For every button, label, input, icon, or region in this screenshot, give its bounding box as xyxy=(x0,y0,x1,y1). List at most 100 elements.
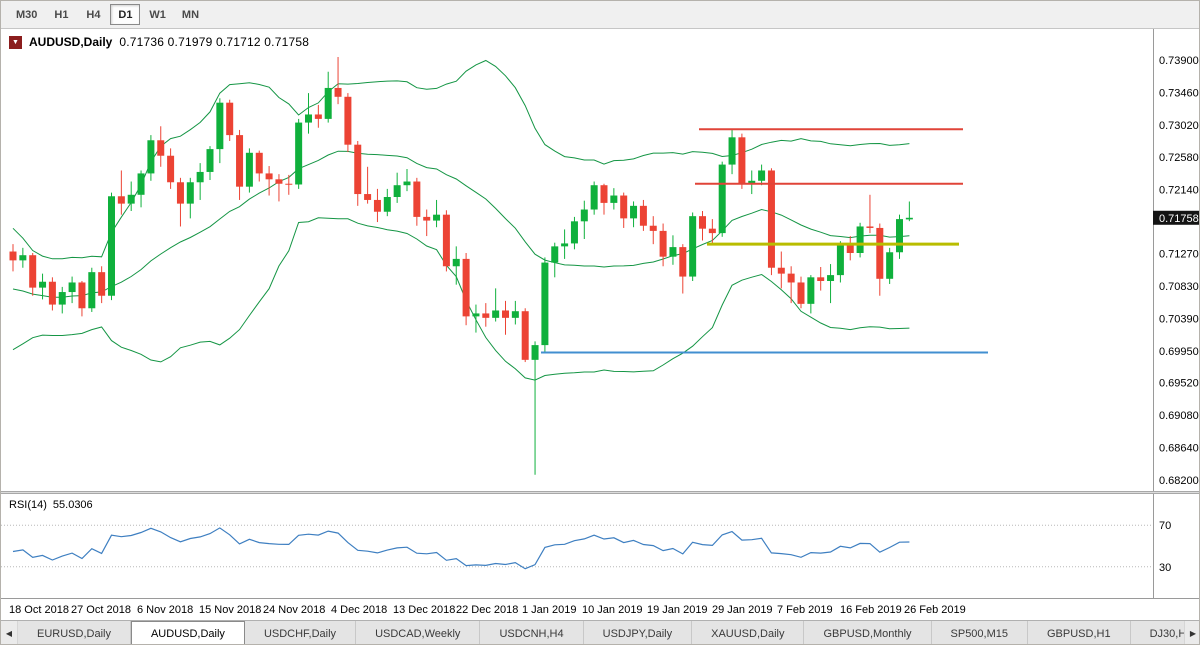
price-tick-label: 0.73460 xyxy=(1159,87,1199,99)
time-axis[interactable]: 18 Oct 2018 27 Oct 2018 6 Nov 2018 15 Nov 2… xyxy=(1,598,1199,620)
candle xyxy=(206,146,214,181)
candle xyxy=(39,273,47,300)
candle xyxy=(98,266,106,304)
candle xyxy=(176,177,184,227)
candle xyxy=(531,341,539,475)
tab-dj30-h4[interactable]: DJ30,H4 xyxy=(1130,621,1199,644)
tab-gbpusd-h1[interactable]: GBPUSD,H1 xyxy=(1028,621,1131,644)
bollinger-middle-band xyxy=(12,150,910,298)
price-tick-label: 0.69080 xyxy=(1159,410,1199,422)
tab-gbpusd-monthly[interactable]: GBPUSD,Monthly xyxy=(804,621,932,644)
candle xyxy=(275,174,283,202)
candle xyxy=(186,177,194,219)
price-tick-label: 0.71270 xyxy=(1159,249,1199,261)
candle xyxy=(147,135,155,181)
chart-dropdown-button[interactable]: ▼ xyxy=(9,35,22,49)
candle xyxy=(255,150,263,182)
candle xyxy=(226,99,234,141)
candle xyxy=(344,93,352,153)
tab-usdcnh-h4[interactable]: USDCNH,H4 xyxy=(480,621,584,644)
timeframe-button-w1[interactable]: W1 xyxy=(142,4,173,25)
date-label: 22 Dec 2018 xyxy=(456,604,519,616)
tab-xauusd-daily[interactable]: XAUUSD,Daily xyxy=(692,621,805,644)
candle xyxy=(846,236,854,261)
rsi-chart-canvas[interactable]: 70 30 xyxy=(1,494,1200,598)
date-label: 16 Feb 2019 xyxy=(840,604,902,616)
candle xyxy=(117,170,125,215)
timeframe-button-h4[interactable]: H4 xyxy=(78,4,108,25)
price-tick-label: 0.69950 xyxy=(1159,346,1199,358)
candle xyxy=(511,300,519,325)
timeframe-button-mn[interactable]: MN xyxy=(175,4,206,25)
candle xyxy=(787,266,795,304)
candle xyxy=(48,277,56,311)
candle xyxy=(19,247,27,268)
price-tick-label: 0.69520 xyxy=(1159,378,1199,390)
date-label: 7 Feb 2019 xyxy=(777,604,833,616)
date-label: 1 Jan 2019 xyxy=(522,604,577,616)
price-chart-canvas[interactable]: 0.73900 0.73460 0.73020 0.72580 0.72140 0.712… xyxy=(1,29,1200,491)
candle xyxy=(482,303,490,327)
candle xyxy=(403,169,411,192)
candle xyxy=(689,212,697,281)
candle xyxy=(679,244,687,294)
date-label: 24 Nov 2018 xyxy=(263,604,326,616)
candle xyxy=(767,168,775,276)
bollinger-lower-band xyxy=(12,217,910,381)
candle xyxy=(669,235,677,265)
candle xyxy=(442,210,450,272)
date-label: 27 Oct 2018 xyxy=(71,604,131,616)
tab-eurusd-daily[interactable]: EURUSD,Daily xyxy=(18,621,131,644)
pane-separator[interactable] xyxy=(1,491,1199,494)
candle xyxy=(639,199,647,231)
date-label: 18 Oct 2018 xyxy=(9,604,69,616)
date-label: 19 Jan 2019 xyxy=(647,604,708,616)
rsi-level-label: 70 xyxy=(1159,520,1171,532)
tab-sp500-m15[interactable]: SP500,M15 xyxy=(931,621,1028,644)
candle xyxy=(295,118,303,189)
tabs-scroll-left-icon[interactable]: ◀ xyxy=(1,621,18,644)
candle xyxy=(413,177,421,226)
price-tick-label: 0.68200 xyxy=(1159,475,1199,487)
candle xyxy=(797,276,805,309)
candle xyxy=(265,166,273,196)
candle xyxy=(393,172,401,203)
candle xyxy=(708,219,716,245)
candle xyxy=(9,244,17,272)
candle xyxy=(561,229,569,259)
price-tick-label: 0.73900 xyxy=(1159,55,1199,67)
candle xyxy=(88,267,96,312)
candle xyxy=(373,188,381,223)
candle xyxy=(827,264,835,304)
candle xyxy=(285,174,293,195)
candle xyxy=(157,126,165,167)
candle xyxy=(738,133,746,189)
timeframe-button-m30[interactable]: M30 xyxy=(9,4,44,25)
tab-audusd-daily[interactable]: AUDUSD,Daily xyxy=(130,621,245,644)
candle xyxy=(580,200,588,239)
candle xyxy=(728,129,736,175)
candle xyxy=(541,257,549,354)
candle xyxy=(807,275,815,314)
date-label: 6 Nov 2018 xyxy=(137,604,194,616)
candle xyxy=(433,199,441,228)
tabs-scroll-right-icon[interactable]: ▶ xyxy=(1184,621,1199,644)
candle xyxy=(29,253,37,296)
candle xyxy=(167,148,175,189)
candle xyxy=(905,201,913,222)
timeframe-button-d1[interactable]: D1 xyxy=(110,4,141,25)
candle xyxy=(777,251,785,289)
current-price-text: 0.71758 xyxy=(1159,213,1199,225)
tab-usdchf-daily[interactable]: USDCHF,Daily xyxy=(244,621,357,644)
candle xyxy=(896,214,903,259)
candle xyxy=(236,129,244,200)
timeframe-button-h1[interactable]: H1 xyxy=(46,4,76,25)
candle xyxy=(758,164,766,186)
tab-usdjpy-daily[interactable]: USDJPY,Daily xyxy=(583,621,693,644)
candle xyxy=(600,183,608,215)
candle xyxy=(817,267,825,291)
candle xyxy=(383,188,391,217)
tab-usdcad-weekly[interactable]: USDCAD,Weekly xyxy=(356,621,481,644)
price-tick-label: 0.70830 xyxy=(1159,281,1199,293)
candle xyxy=(521,308,529,363)
